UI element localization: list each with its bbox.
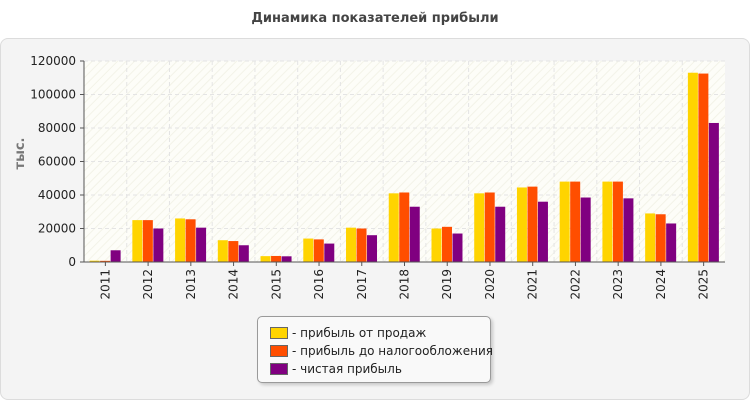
x-tick-label: 2019 (440, 269, 454, 300)
bar (217, 240, 228, 262)
legend-swatch-sales-profit (270, 327, 288, 339)
bar (260, 256, 271, 262)
x-tick-label: 2012 (141, 269, 155, 300)
bar (271, 255, 282, 262)
bar (313, 239, 324, 262)
bar (441, 226, 452, 262)
bar (196, 227, 207, 262)
x-tick-label: 2015 (269, 269, 283, 300)
chart-legend: - прибыль от продаж - прибыль до налогоо… (257, 316, 493, 383)
bar (142, 220, 153, 262)
bar (474, 193, 485, 262)
x-tick-label: 2021 (526, 269, 540, 300)
bar (559, 181, 570, 262)
bar (687, 72, 698, 262)
bar (303, 238, 314, 262)
legend-label-pretax-profit: - прибыль до налогообложения (292, 344, 493, 358)
bar (570, 181, 581, 262)
bar (110, 250, 121, 262)
y-tick-label: 120000 (30, 54, 76, 68)
bar (238, 245, 249, 262)
bar (484, 192, 495, 262)
bar (175, 218, 186, 262)
bar (666, 223, 677, 262)
bar (537, 201, 548, 262)
legend-item-net-profit: - чистая прибыль (270, 361, 402, 377)
bar (399, 192, 410, 262)
bar (132, 220, 143, 262)
bar (452, 233, 463, 262)
x-tick-label: 2022 (568, 269, 582, 300)
y-tick-label: 100000 (30, 88, 76, 102)
x-tick-label: 2011 (98, 269, 112, 300)
bar (612, 181, 623, 262)
x-tick-label: 2024 (654, 269, 668, 300)
bar (580, 197, 591, 262)
y-axis-label: тыс. (13, 138, 28, 170)
legend-item-sales-profit: - прибыль от продаж (270, 325, 426, 341)
bar (602, 181, 613, 262)
bar (281, 256, 292, 262)
bar (409, 206, 420, 262)
bar (153, 228, 164, 262)
bar (645, 213, 656, 262)
x-tick-label: 2023 (611, 269, 625, 300)
legend-swatch-pretax-profit (270, 345, 288, 357)
y-tick-label: 60000 (38, 155, 76, 169)
x-tick-label: 2018 (398, 269, 412, 300)
x-tick-label: 2020 (483, 269, 497, 300)
x-tick-label: 2013 (184, 269, 198, 300)
legend-label-net-profit: - чистая прибыль (292, 362, 402, 376)
x-tick-label: 2016 (312, 269, 326, 300)
bar (708, 122, 719, 262)
bar (388, 193, 399, 262)
bar (185, 219, 196, 262)
bar (655, 214, 666, 262)
bar (623, 198, 634, 262)
bar (527, 186, 538, 262)
bar (89, 260, 100, 262)
x-tick-label: 2014 (227, 269, 241, 300)
bar (228, 241, 239, 262)
legend-item-pretax-profit: - прибыль до налогообложения (270, 343, 493, 359)
chart-title: Динамика показателей прибыли (251, 11, 499, 26)
bar (100, 260, 111, 262)
y-tick-label: 40000 (38, 188, 76, 202)
bar (495, 206, 506, 262)
y-tick-label: 20000 (38, 222, 76, 236)
bar (698, 73, 709, 262)
y-tick-label: 80000 (38, 121, 76, 135)
bar (431, 228, 442, 262)
bar (516, 187, 527, 262)
legend-label-sales-profit: - прибыль от продаж (292, 326, 427, 340)
bar (346, 227, 357, 262)
bar (367, 235, 378, 262)
legend-swatch-net-profit (270, 363, 288, 375)
x-tick-label: 2017 (355, 269, 369, 300)
y-tick-label: 0 (68, 255, 76, 269)
bar (356, 228, 367, 262)
bar (324, 243, 335, 262)
x-tick-label: 2025 (697, 269, 711, 300)
